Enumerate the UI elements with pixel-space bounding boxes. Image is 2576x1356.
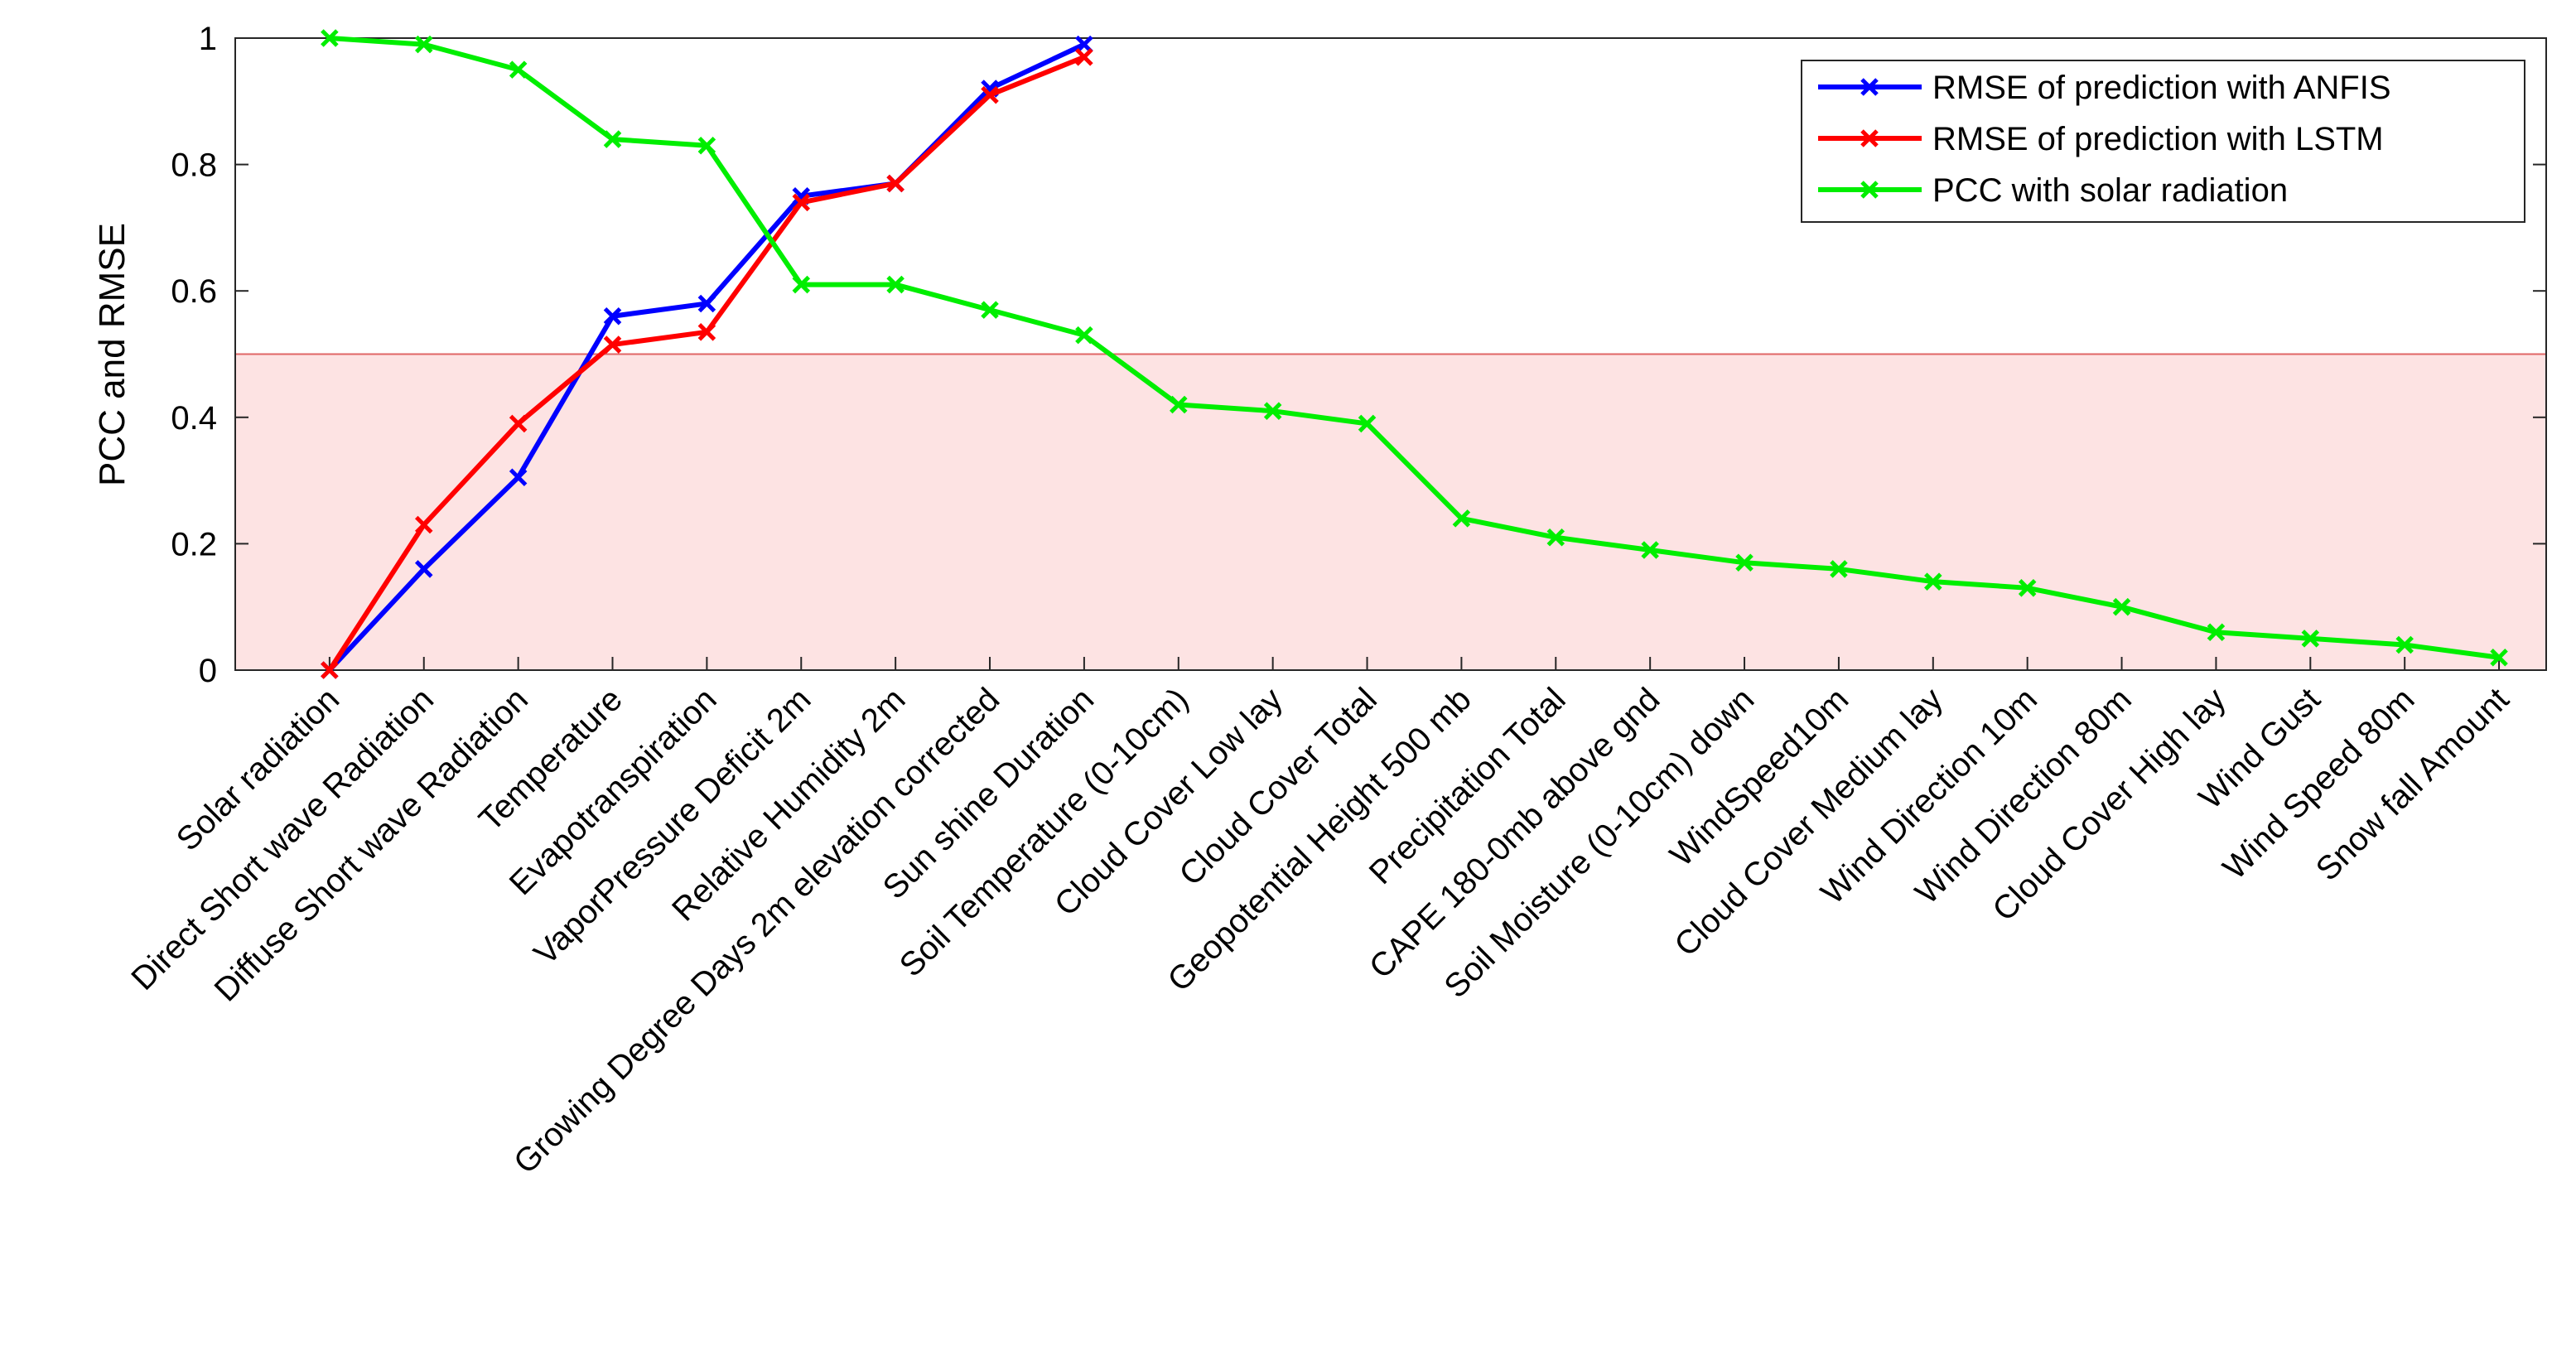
point-marker bbox=[414, 515, 433, 534]
point-marker bbox=[697, 294, 716, 313]
legend-marker bbox=[1860, 78, 1879, 96]
point-marker bbox=[1263, 402, 1282, 420]
y-tick-label: 0.8 bbox=[171, 147, 217, 184]
y-tick-label: 0 bbox=[199, 653, 217, 689]
legend-label: RMSE of prediction with LSTM bbox=[1932, 121, 2384, 157]
point-marker bbox=[2207, 623, 2226, 641]
y-tick-label: 0.4 bbox=[171, 400, 217, 437]
point-marker bbox=[414, 35, 433, 54]
point-marker bbox=[792, 193, 811, 212]
legend-marker bbox=[1860, 129, 1879, 147]
point-marker bbox=[1075, 326, 1093, 345]
point-marker bbox=[603, 306, 622, 326]
point-marker bbox=[1546, 528, 1565, 547]
highlight-band bbox=[234, 353, 2547, 671]
point-marker bbox=[792, 275, 811, 294]
y-tick-label: 1 bbox=[199, 21, 217, 57]
y-tick-label: 0.6 bbox=[171, 273, 217, 310]
point-marker bbox=[2301, 630, 2320, 648]
y-tick-label: 0.2 bbox=[171, 526, 217, 562]
plot-frame bbox=[234, 37, 2547, 671]
point-marker bbox=[2395, 635, 2414, 654]
legend-box bbox=[1801, 60, 2525, 223]
point-marker bbox=[321, 29, 339, 47]
point-marker bbox=[321, 661, 339, 679]
point-marker bbox=[886, 174, 904, 193]
point-marker bbox=[1170, 395, 1188, 414]
x-tick-label: Solar radiation bbox=[170, 681, 347, 858]
point-marker bbox=[509, 60, 528, 79]
point-marker bbox=[2112, 597, 2131, 616]
point-marker bbox=[603, 130, 622, 148]
point-marker bbox=[1358, 414, 1377, 433]
point-marker bbox=[1075, 48, 1093, 66]
point-marker bbox=[1452, 509, 1471, 528]
point-marker bbox=[509, 468, 528, 487]
legend-label: PCC with solar radiation bbox=[1932, 172, 2288, 209]
point-marker bbox=[1830, 560, 1848, 578]
point-marker bbox=[1924, 572, 1942, 591]
series-line bbox=[329, 36, 2500, 660]
point-marker bbox=[509, 414, 528, 433]
point-marker bbox=[1735, 553, 1754, 572]
point-marker bbox=[603, 335, 622, 354]
point-marker bbox=[886, 275, 904, 294]
x-tick-label: WindSpeed10m bbox=[1663, 681, 1855, 873]
point-marker bbox=[697, 323, 716, 341]
point-marker bbox=[981, 85, 999, 104]
y-axis-label: PCC and RMSE bbox=[92, 223, 133, 486]
point-marker bbox=[2018, 579, 2037, 597]
point-marker bbox=[981, 301, 999, 319]
point-marker bbox=[2490, 648, 2508, 667]
point-marker bbox=[697, 136, 716, 155]
point-marker bbox=[1641, 541, 1659, 559]
legend-marker bbox=[1860, 181, 1879, 199]
point-marker bbox=[414, 560, 433, 578]
legend-label: RMSE of prediction with ANFIS bbox=[1932, 70, 2391, 106]
